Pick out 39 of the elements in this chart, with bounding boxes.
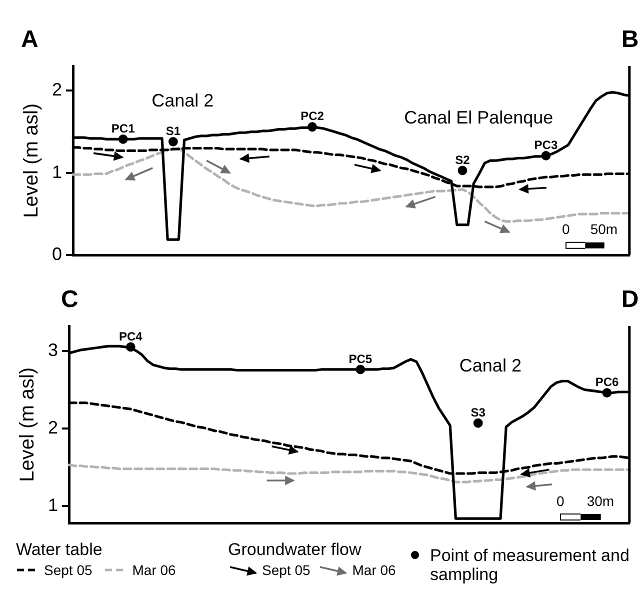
annotation: PC1 (111, 122, 136, 136)
y-tick-label: 2 (48, 417, 58, 438)
annotation: S2 (455, 152, 470, 167)
annotation: 50m (590, 221, 618, 238)
annotation: Canal 2 (152, 90, 214, 110)
text: B (621, 26, 639, 54)
text: C (61, 286, 78, 314)
line-series (68, 464, 631, 484)
y-tick-label: 1 (52, 162, 62, 182)
annotation: S3 (470, 405, 486, 420)
text: Groundwater flow (228, 540, 362, 560)
text: Mar 06 (352, 562, 396, 578)
text: Sept 05 (262, 562, 310, 578)
annotation: 30m (586, 492, 614, 509)
annotation: S1 (166, 124, 181, 138)
legend-label: Point of measurement and sampling (430, 546, 630, 584)
legend-label: Mar 06 (132, 562, 176, 578)
y-axis-title: Level (m asl) (16, 367, 39, 482)
y-tick-label: 0 (52, 244, 62, 264)
annotation: 0 (562, 221, 570, 238)
annotation: PC4 (118, 329, 143, 344)
annotation: Canal 2 (459, 355, 522, 376)
point (473, 418, 483, 428)
annotation: PC6 (595, 375, 619, 390)
annotation: Canal El Palenque (404, 108, 554, 128)
annotation: PC2 (300, 109, 324, 124)
text: A (21, 26, 38, 54)
annotation: PC5 (348, 352, 372, 366)
y-tick-label: 3 (48, 340, 58, 360)
annotation: 0 (556, 492, 564, 509)
y-tick-label: 2 (52, 80, 62, 100)
legend-label: Sept 05 (44, 562, 92, 578)
legend-title: Water table (16, 540, 104, 560)
point (458, 166, 468, 176)
y-axis-title: Level (m asl) (20, 103, 43, 218)
annotation: PC3 (534, 138, 558, 152)
point (168, 136, 178, 146)
y-tick-label: 1 (48, 495, 58, 516)
text: D (621, 286, 639, 314)
